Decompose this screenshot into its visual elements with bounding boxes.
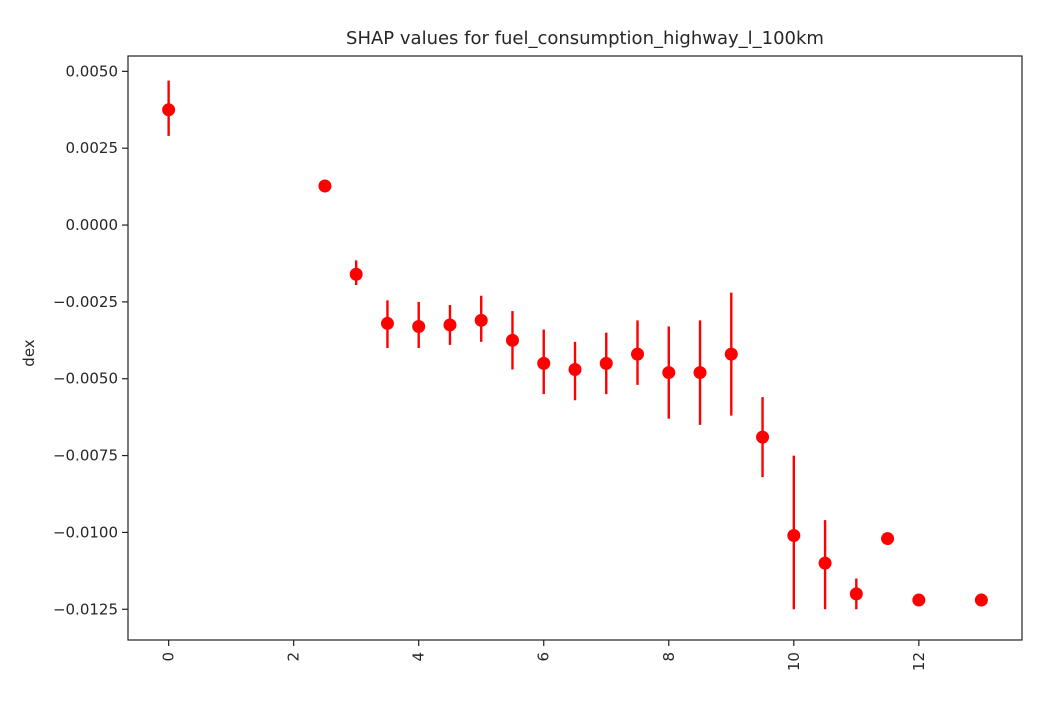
- data-point: [881, 532, 895, 546]
- y-tick-label: −0.0100: [53, 523, 118, 541]
- data-point: [787, 528, 801, 542]
- data-point: [631, 347, 645, 361]
- chart-title: SHAP values for fuel_consumption_highway…: [346, 28, 824, 49]
- y-axis-label: dex: [20, 339, 38, 366]
- data-point: [568, 363, 582, 377]
- y-tick-label: −0.0075: [53, 447, 118, 465]
- x-tick-label: 4: [410, 652, 428, 662]
- x-tick-label: 2: [285, 652, 303, 662]
- data-point: [443, 318, 457, 332]
- data-point: [318, 179, 332, 193]
- data-point: [693, 366, 707, 380]
- data-point: [474, 313, 488, 327]
- data-point: [505, 333, 519, 347]
- y-tick-label: −0.0025: [53, 293, 118, 311]
- y-tick-label: −0.0125: [53, 600, 118, 618]
- x-tick-label: 0: [160, 652, 178, 662]
- data-point: [349, 267, 363, 281]
- data-point: [599, 356, 613, 370]
- data-point: [162, 103, 176, 117]
- plot-area: 0.0050 0.0025 0.0000 −0.0025 −0.0050 −0.0075 −…: [53, 55, 1023, 671]
- data-point: [724, 347, 738, 361]
- data-point: [412, 319, 426, 333]
- y-tick-label: 0.0000: [66, 216, 119, 234]
- y-tick-label: −0.0050: [53, 370, 118, 388]
- data-point: [974, 593, 988, 607]
- x-tick-label: 12: [910, 652, 928, 671]
- x-tick-label: 10: [785, 652, 803, 671]
- y-tick-label: 0.0025: [66, 139, 119, 157]
- data-point: [849, 587, 863, 601]
- data-point: [818, 556, 832, 570]
- x-tick-label: 6: [535, 652, 553, 662]
- y-tick-label: 0.0050: [66, 62, 119, 80]
- x-tick-label: 8: [660, 652, 678, 662]
- data-point: [662, 366, 676, 380]
- data-point: [756, 430, 770, 444]
- data-point: [380, 316, 394, 330]
- data-point: [912, 593, 926, 607]
- data-point: [537, 356, 551, 370]
- plot-frame: [127, 55, 1023, 641]
